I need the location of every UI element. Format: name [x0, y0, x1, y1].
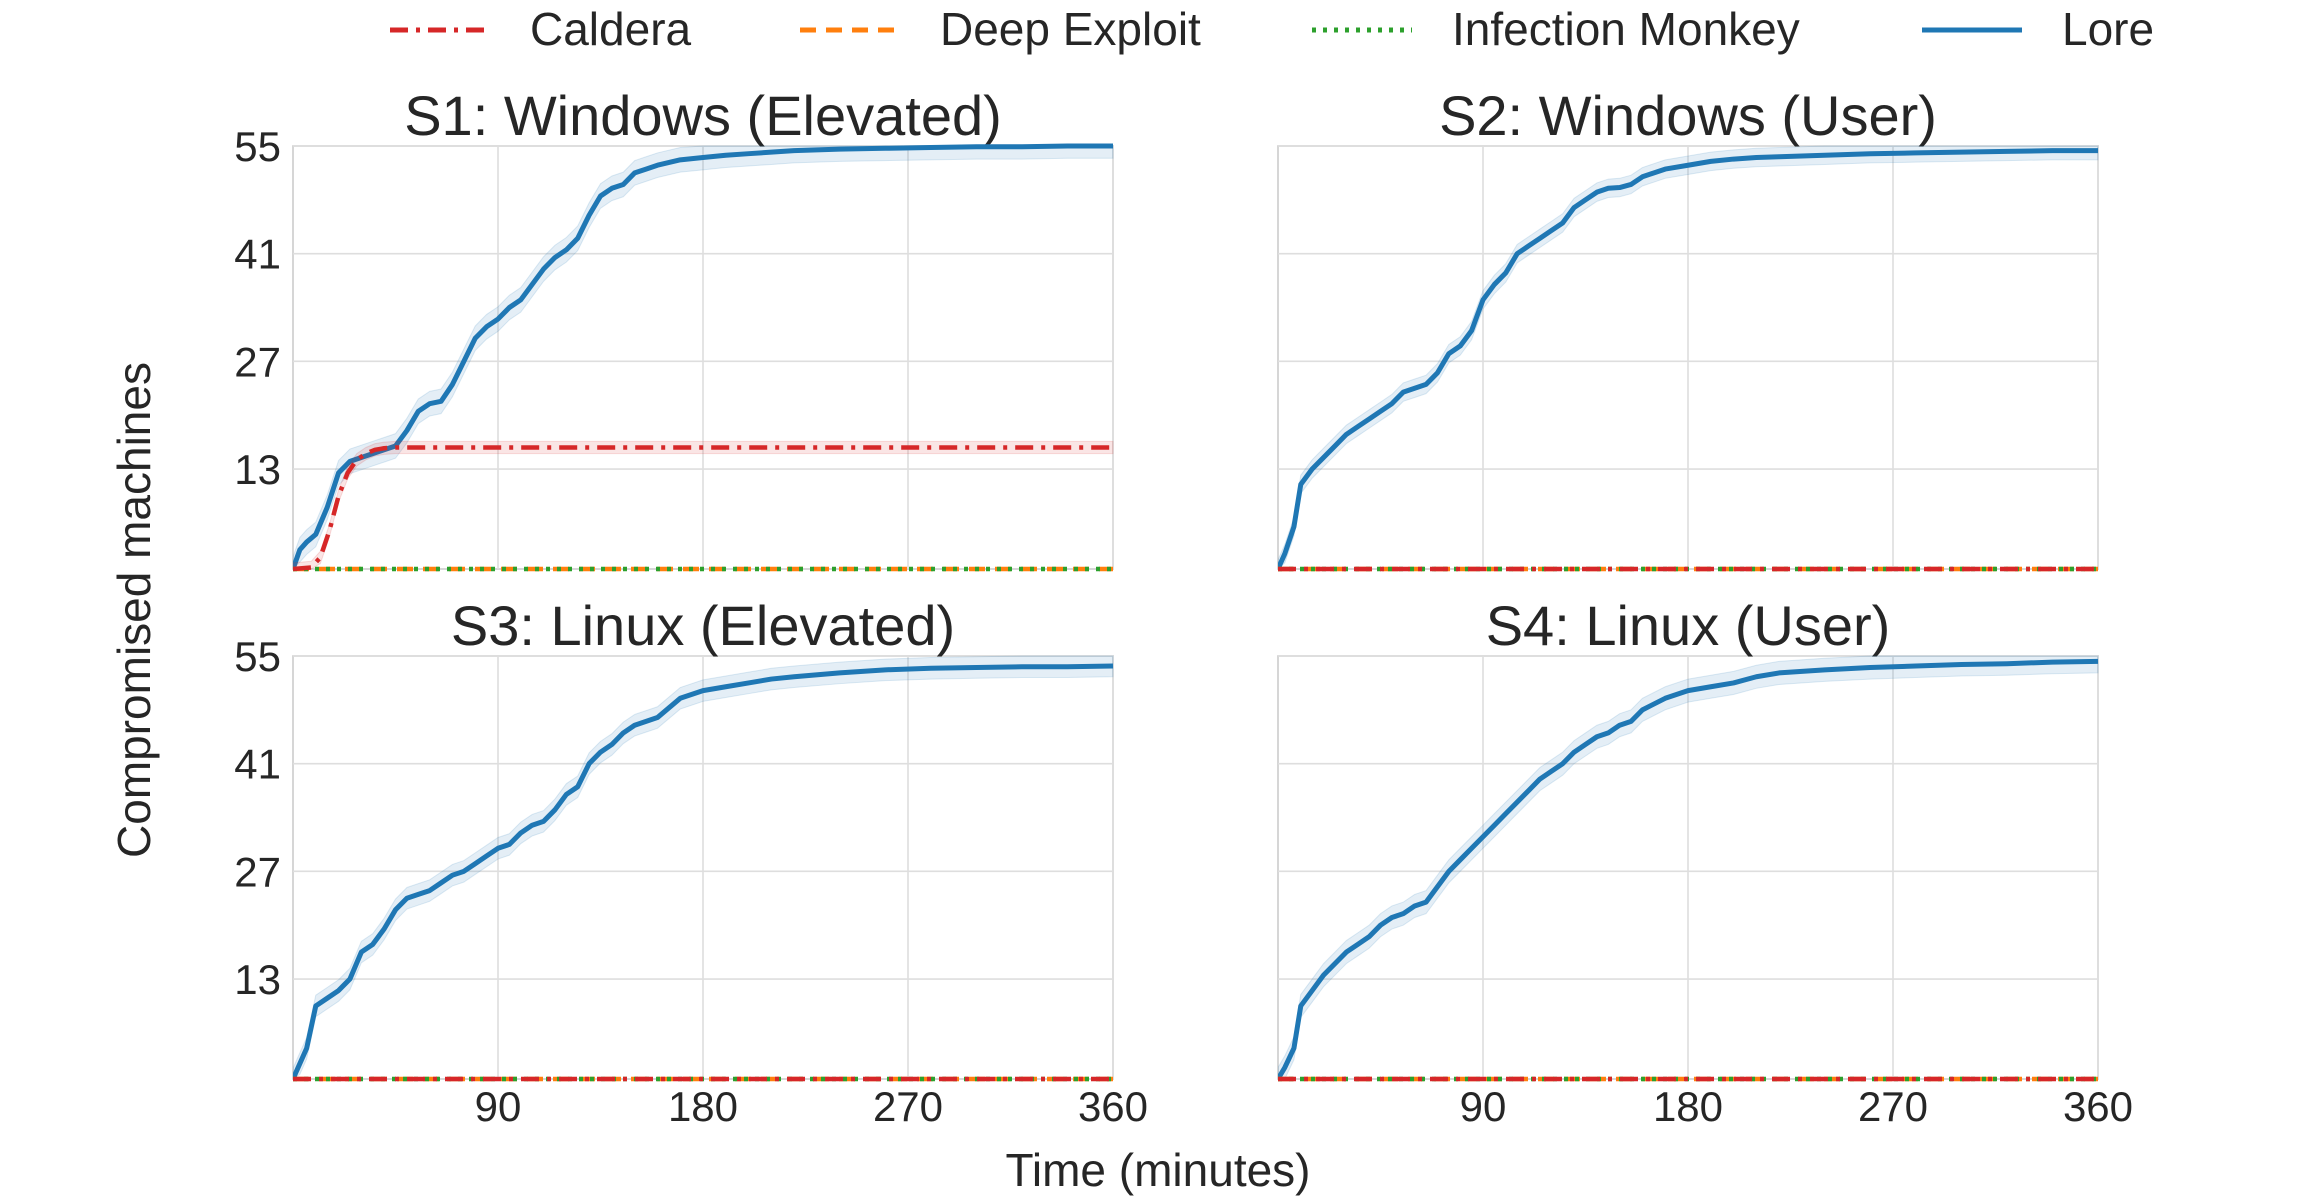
subplot-1: S1: Windows (Elevated) 13 27 41 55 — [234, 84, 1114, 572]
legend-label: Deep Exploit — [940, 3, 1201, 55]
series-line-lore — [293, 663, 1114, 1081]
series-band-lore — [293, 145, 1114, 570]
series-line-lore — [293, 143, 1113, 570]
series-band-lore — [293, 655, 1114, 1080]
legend-item-deep-exploit: Deep Exploit — [800, 3, 1201, 55]
series-band-lore — [1278, 655, 2099, 1080]
series-group — [1278, 655, 2099, 1082]
series-group — [1278, 145, 2099, 572]
series-band-lore — [1278, 145, 2099, 570]
y-tick-label: 55 — [234, 633, 281, 680]
y-axis-label: Compromised machines — [108, 362, 160, 858]
series-group — [293, 143, 1114, 572]
gridlines — [1278, 655, 2099, 1079]
x-tick-label: 180 — [668, 1083, 738, 1130]
subplot-4: S4: Linux (User) 90 180 270 360 — [1277, 594, 2133, 1130]
y-tick-label: 41 — [234, 231, 281, 278]
subplot-title: S3: Linux (Elevated) — [451, 594, 955, 657]
legend-label: Infection Monkey — [1452, 3, 1800, 55]
series-line-caldera — [293, 445, 1113, 572]
y-tick-label: 55 — [234, 123, 281, 170]
gridlines — [293, 145, 1114, 569]
subplot-title: S1: Windows (Elevated) — [404, 84, 1002, 147]
series-group — [293, 655, 1114, 1082]
y-tick-label: 13 — [234, 956, 281, 1003]
x-tick-label: 270 — [873, 1083, 943, 1130]
series-line-lore — [1278, 148, 2098, 571]
series-band-caldera — [293, 440, 1114, 570]
legend: Caldera Deep Exploit Infection Monkey Lore — [390, 3, 2154, 55]
x-tick-label: 270 — [1858, 1083, 1928, 1130]
series-line-lore — [1278, 658, 2099, 1081]
subplot-title: S4: Linux (User) — [1486, 594, 1891, 657]
x-axis-label: Time (minutes) — [1006, 1144, 1311, 1196]
x-tick-label: 90 — [1460, 1083, 1507, 1130]
legend-item-caldera: Caldera — [390, 3, 692, 55]
x-tick-label: 180 — [1653, 1083, 1723, 1130]
x-tick-label: 90 — [475, 1083, 522, 1130]
legend-item-infection-monkey: Infection Monkey — [1312, 3, 1800, 55]
gridlines — [1278, 145, 2099, 569]
subplot-grid: S1: Windows (Elevated) 13 27 41 55 S2: Window… — [234, 84, 2133, 1130]
y-tick-label: 27 — [234, 338, 281, 385]
subplot-title: S2: Windows (User) — [1439, 84, 1937, 147]
y-tick-label: 27 — [234, 848, 281, 895]
subplot-3: S3: Linux (Elevated) 13 27 41 55 90 180 270 360 — [234, 594, 1148, 1130]
y-tick-label: 41 — [234, 741, 281, 788]
subplot-2: S2: Windows (User) — [1277, 84, 2099, 572]
legend-label: Caldera — [530, 3, 692, 55]
gridlines — [293, 655, 1114, 1079]
x-tick-label: 360 — [1078, 1083, 1148, 1130]
legend-label: Lore — [2062, 3, 2154, 55]
legend-item-lore: Lore — [1922, 3, 2154, 55]
y-tick-label: 13 — [234, 446, 281, 493]
x-tick-label: 360 — [2063, 1083, 2133, 1130]
